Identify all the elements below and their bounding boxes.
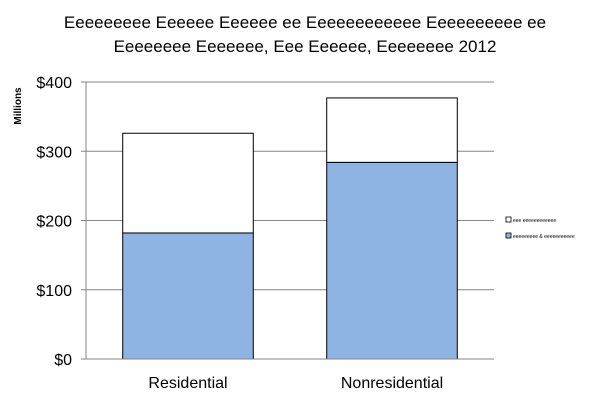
x-category-label: Nonresidential — [341, 375, 443, 392]
y-tick-label: $0 — [54, 352, 72, 369]
legend-swatch — [505, 232, 512, 239]
x-category-label: Residential — [148, 375, 227, 392]
bar-segment — [326, 97, 458, 163]
legend-swatch — [505, 216, 512, 223]
y-tick-label: $200 — [36, 214, 72, 231]
chart-title-line-2: Eeeeeeee Eeeeeee, Eee Eeeeee, Eeeeeeee 2… — [114, 37, 497, 56]
bar-segment — [122, 232, 254, 360]
chart-title-line-1: Eeeeeeeee Eeeeee Eeeeee ee Eeeeeeeeeeee … — [64, 13, 546, 32]
y-axis-label: Millions — [13, 87, 24, 125]
y-tick-label: $100 — [36, 283, 72, 300]
legend-label: eee eeeeeeeeeeee — [513, 218, 556, 224]
bar-segment — [326, 161, 458, 360]
bar-segment — [122, 132, 254, 234]
bars-group — [122, 97, 458, 360]
y-tick-label: $300 — [36, 144, 72, 161]
legend: eee eeeeeeeeeeee eeeeeeeee & eeeeeeeeeee — [505, 216, 575, 240]
y-tick-label: $400 — [36, 75, 72, 92]
axes-group: $0 $100 $200 $300 $400 Residential Nonresident… — [36, 75, 494, 392]
legend-label: eeeeeeeee & eeeeeeeeeee — [513, 234, 575, 240]
